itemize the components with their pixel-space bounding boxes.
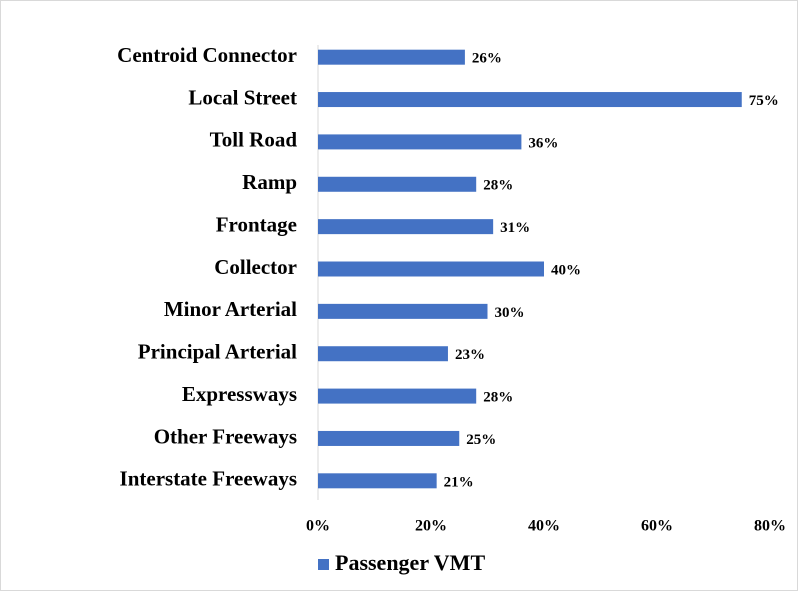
value-label: 28% <box>483 390 513 406</box>
legend-swatch <box>318 559 329 570</box>
bar <box>318 303 488 319</box>
bar <box>318 261 544 277</box>
bar <box>318 388 477 404</box>
value-label: 28% <box>483 178 513 194</box>
category-label: Interstate Freeways <box>120 467 297 491</box>
category-label: Collector <box>214 255 297 279</box>
category-label: Other Freeways <box>154 424 297 448</box>
bar <box>318 219 494 235</box>
value-label: 75% <box>749 93 779 109</box>
bar <box>318 92 742 108</box>
value-label: 23% <box>455 347 485 363</box>
value-label: 26% <box>472 51 502 67</box>
category-label: Toll Road <box>210 128 298 152</box>
value-label: 21% <box>444 474 474 490</box>
category-label: Centroid Connector <box>117 43 297 67</box>
bar <box>318 176 477 192</box>
category-label: Frontage <box>216 212 297 236</box>
x-tick-label: 80% <box>754 518 786 535</box>
category-label: Principal Arterial <box>138 340 297 364</box>
value-label: 25% <box>466 432 496 448</box>
x-tick-label: 20% <box>415 518 447 535</box>
value-label: 40% <box>551 262 581 278</box>
value-label: 31% <box>500 220 530 236</box>
bar <box>318 430 460 446</box>
x-tick-label: 0% <box>306 518 330 535</box>
legend-label: Passenger VMT <box>335 550 485 575</box>
bar <box>318 473 437 489</box>
category-label: Minor Arterial <box>164 297 297 321</box>
value-label: 36% <box>528 135 558 151</box>
category-label: Local Street <box>188 85 297 109</box>
x-tick-label: 40% <box>528 518 560 535</box>
bar <box>318 346 448 362</box>
category-label: Ramp <box>242 170 297 194</box>
bar <box>318 134 522 150</box>
x-tick-label: 60% <box>641 518 673 535</box>
value-label: 30% <box>495 305 525 321</box>
category-label: Expressways <box>182 382 297 406</box>
bar <box>318 49 465 65</box>
